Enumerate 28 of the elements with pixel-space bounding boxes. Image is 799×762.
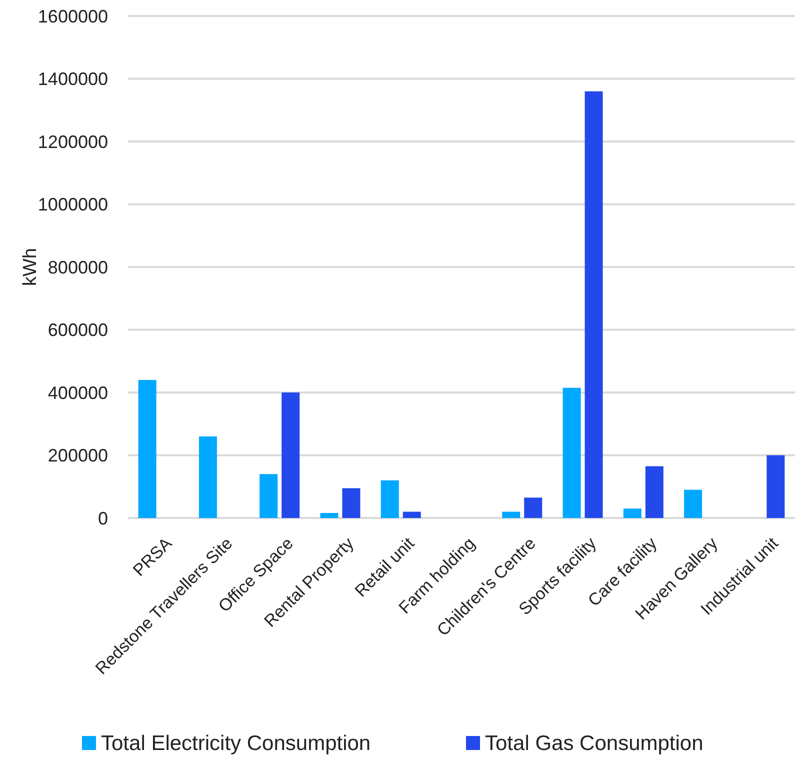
legend-label: Total Electricity Consumption: [101, 732, 371, 755]
bar: [138, 380, 156, 518]
bar: [524, 498, 542, 518]
legend-label: Total Gas Consumption: [485, 732, 704, 755]
bar: [623, 508, 642, 518]
y-tick-label: 400000: [48, 382, 108, 403]
y-tick-label: 1400000: [38, 69, 108, 90]
y-tick-label: 0: [98, 508, 108, 528]
bar: [645, 466, 664, 518]
bar: [584, 91, 603, 518]
y-tick-label: 1200000: [38, 132, 108, 152]
y-tick-label: 1000000: [38, 194, 108, 215]
y-axis-title: kWh: [20, 248, 41, 286]
y-tick-label: 1600000: [38, 6, 108, 26]
bar: [766, 455, 785, 518]
bar: [320, 512, 338, 518]
bar: [684, 490, 702, 518]
bar: [380, 480, 399, 518]
bar: [282, 392, 300, 518]
y-tick-label: 600000: [48, 320, 108, 340]
bar: [260, 474, 278, 518]
bar: [402, 512, 421, 518]
bar: [502, 512, 520, 518]
bar: [198, 436, 217, 518]
y-tick-label: 800000: [48, 257, 108, 278]
y-tick-label: 200000: [48, 446, 108, 466]
bar: [342, 488, 360, 518]
bar: [562, 388, 581, 518]
